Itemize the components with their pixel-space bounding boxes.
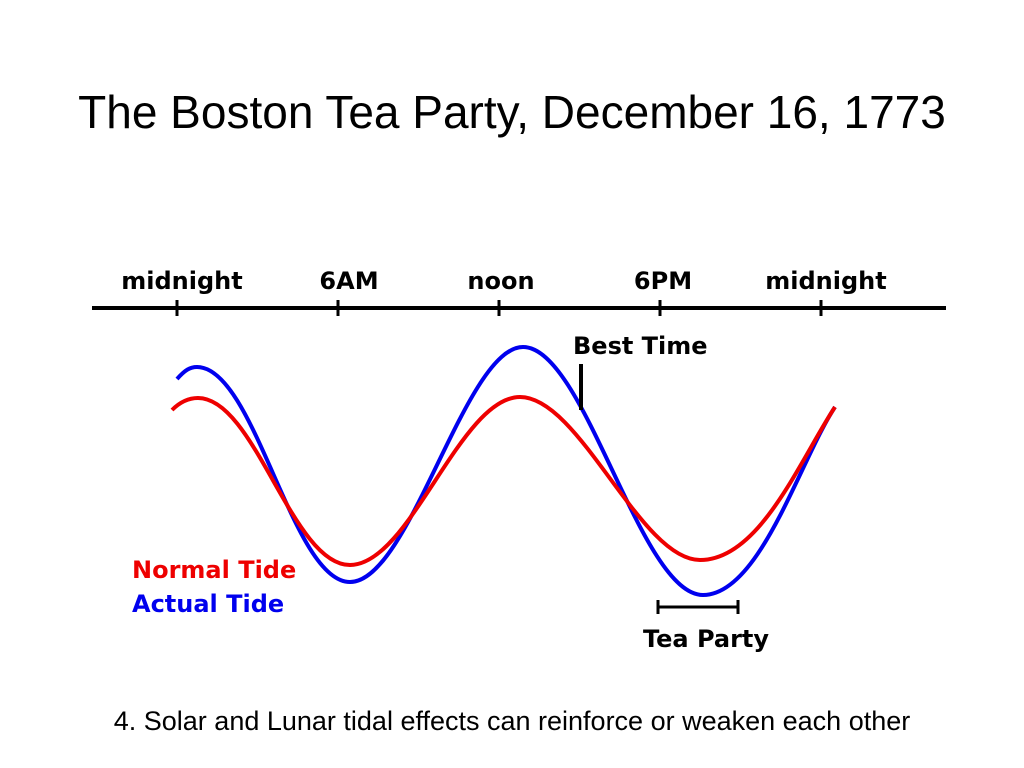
best-time-label: Best Time <box>573 332 708 360</box>
time-label: noon <box>467 267 534 295</box>
normal-tide-curve <box>170 394 837 568</box>
tea-party-label: Tea Party <box>643 625 769 653</box>
legend-entry: Normal Tide <box>132 556 296 584</box>
legend-entry: Actual Tide <box>132 590 284 618</box>
time-label: 6AM <box>319 267 378 295</box>
time-label: midnight <box>121 267 242 295</box>
time-label: 6PM <box>634 267 692 295</box>
actual-tide-curve <box>175 344 837 598</box>
tea-party-bracket <box>656 600 740 614</box>
tide-diagram: midnight 6AM noon 6PM midnight Best Time… <box>92 267 946 653</box>
slide-title: The Boston Tea Party, December 16, 1773 <box>78 86 946 138</box>
caption: 4. Solar and Lunar tidal effects can rei… <box>113 706 911 736</box>
time-label: midnight <box>765 267 886 295</box>
axis-ticks <box>175 300 823 316</box>
